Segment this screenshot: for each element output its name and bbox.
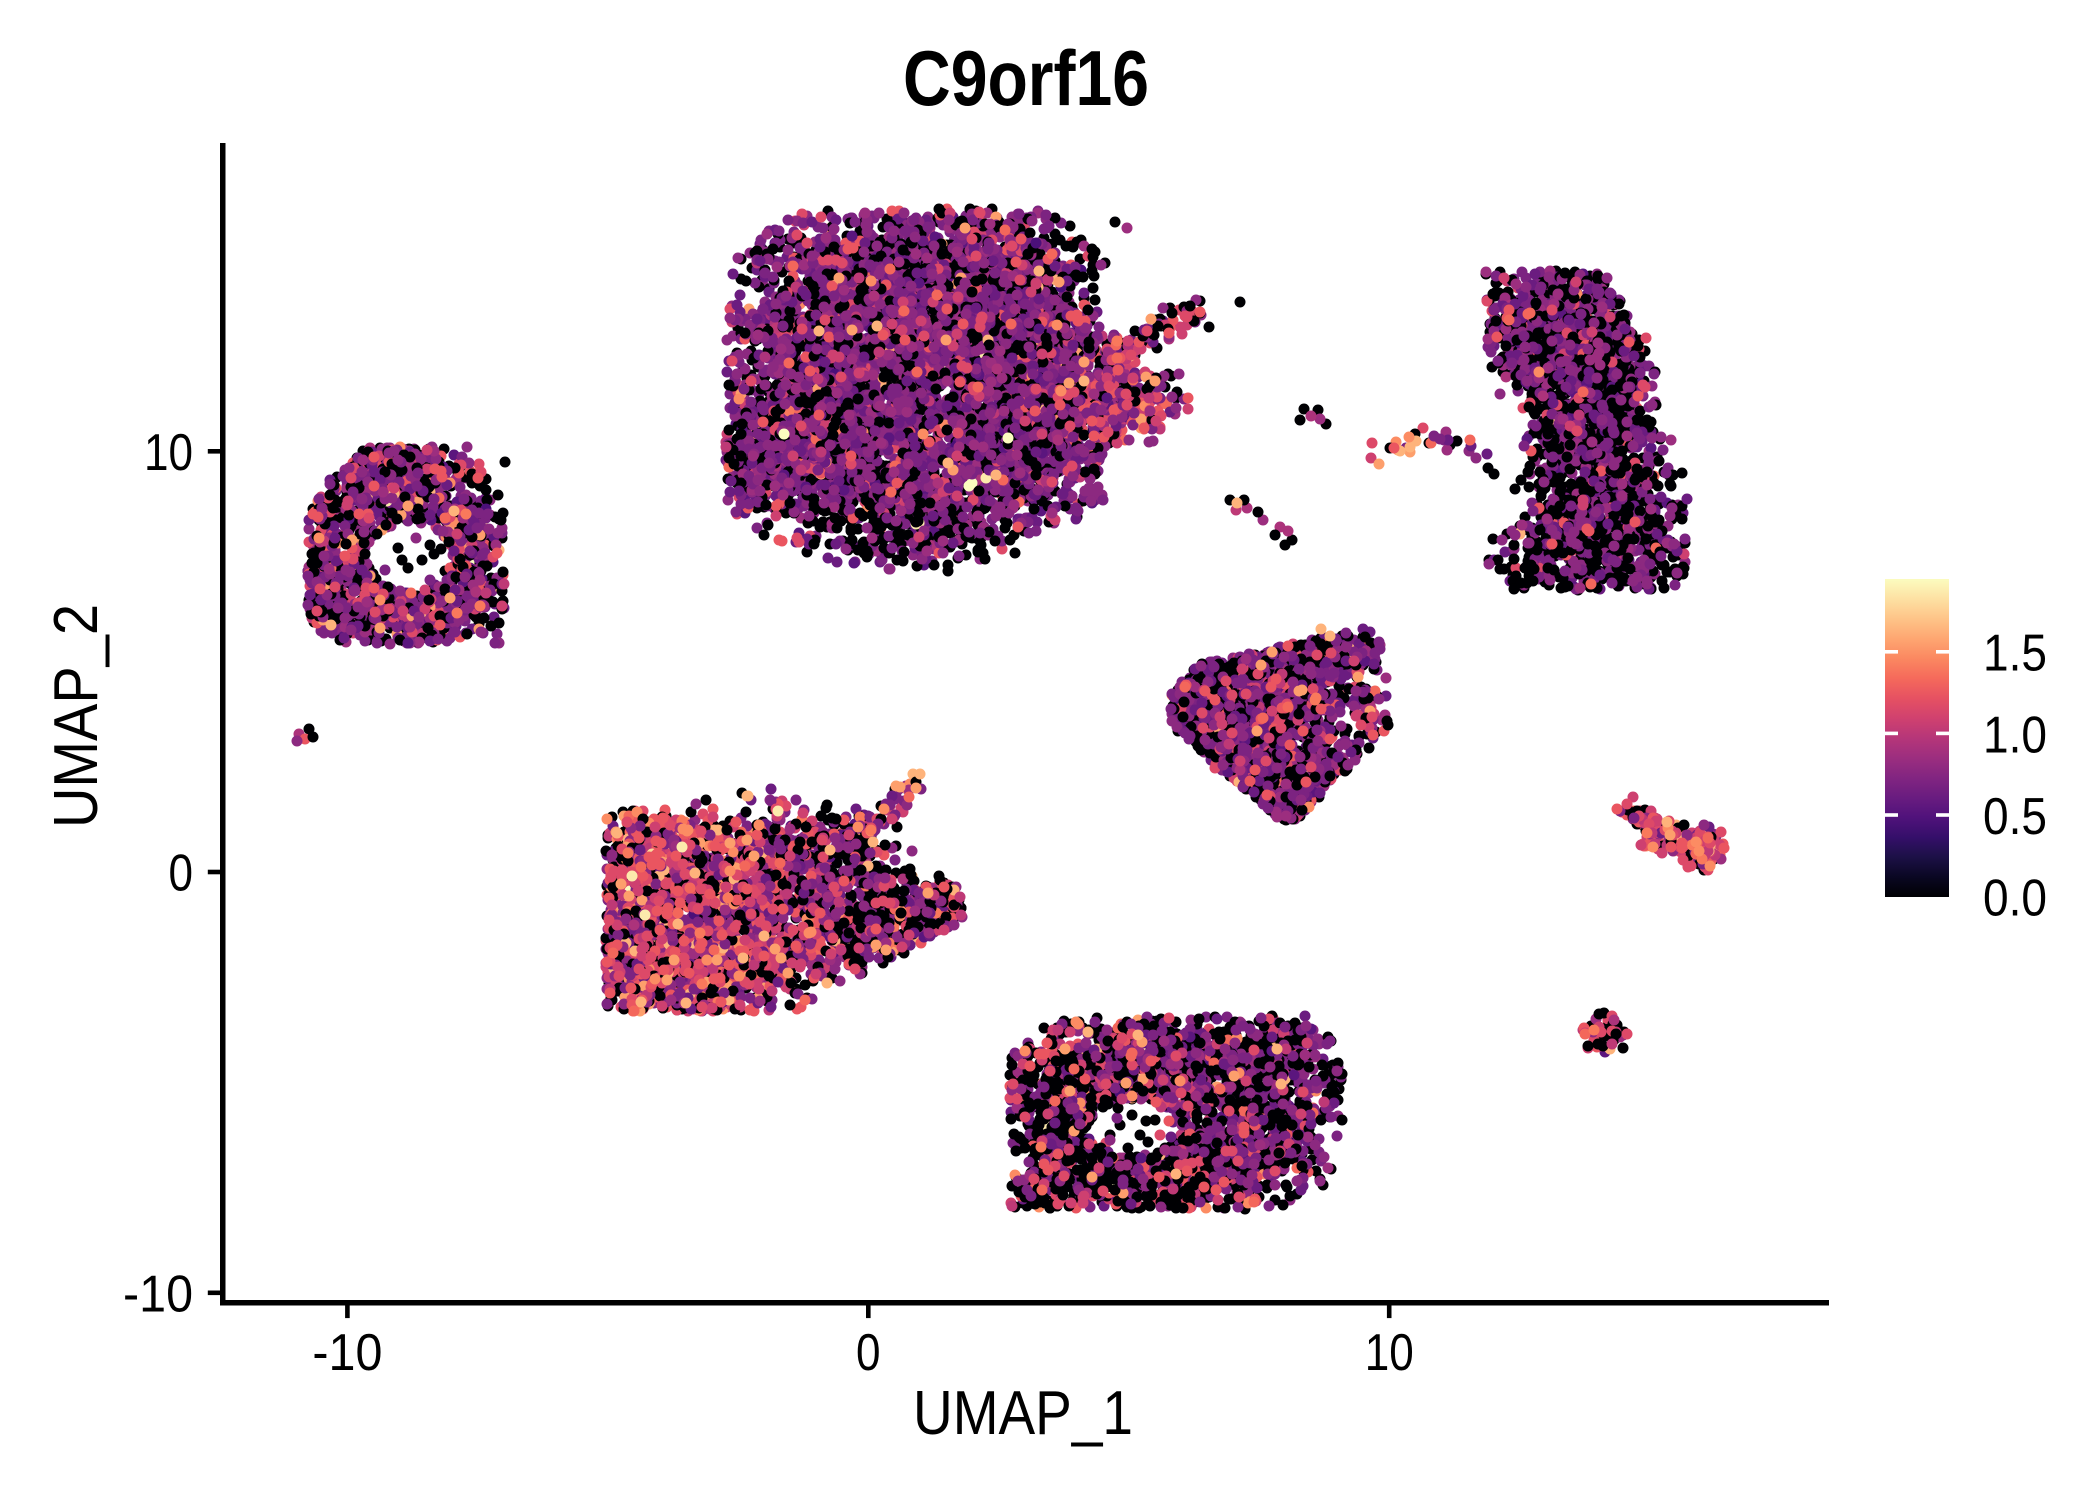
svg-text:-10: -10 — [123, 1266, 193, 1324]
svg-text:10: 10 — [144, 424, 193, 482]
svg-text:1.5: 1.5 — [1983, 625, 2047, 683]
svg-text:C9orf16: C9orf16 — [903, 34, 1149, 122]
svg-text:-10: -10 — [312, 1324, 382, 1382]
svg-text:1.0: 1.0 — [1983, 706, 2047, 764]
svg-text:0.5: 0.5 — [1983, 788, 2047, 846]
svg-text:10: 10 — [1365, 1324, 1414, 1382]
svg-text:0: 0 — [169, 845, 194, 903]
svg-text:UMAP_1: UMAP_1 — [913, 1379, 1133, 1448]
svg-text:0.0: 0.0 — [1983, 870, 2047, 928]
svg-text:UMAP_2: UMAP_2 — [42, 604, 111, 828]
svg-text:0: 0 — [856, 1324, 881, 1382]
